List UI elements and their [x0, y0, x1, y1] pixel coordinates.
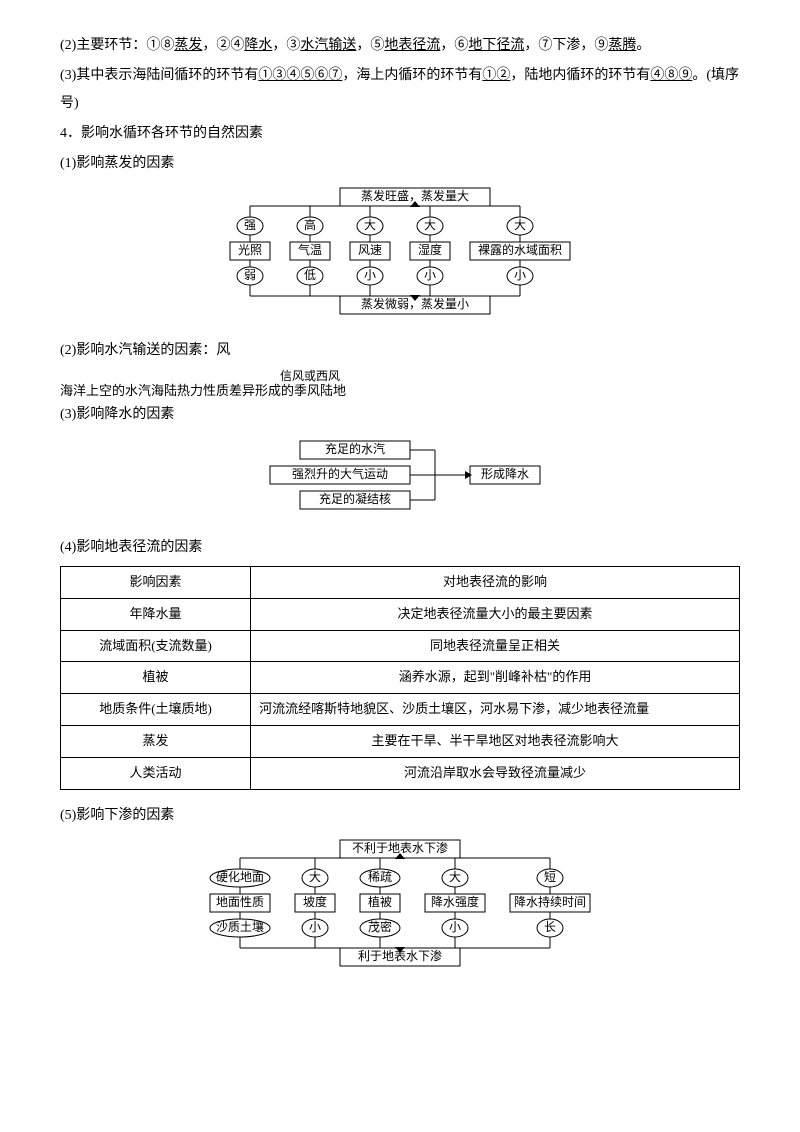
svg-text:气温: 气温 [298, 242, 322, 257]
text: ，海上内循环的环节有 [342, 68, 482, 83]
table-row: 地质条件(土壤质地)河流流经喀斯特地貌区、沙质土壤区，河水易下渗，减少地表径流量 [61, 694, 740, 726]
dia1-top: 蒸发旺盛，蒸发量大 [361, 188, 469, 203]
heading-4: 4．影响水循环各环节的自然因素 [60, 120, 740, 148]
svg-text:降水持续时间: 降水持续时间 [514, 893, 586, 908]
table-row: 年降水量决定地表径流量大小的最主要因素 [61, 598, 740, 630]
svg-text:充足的水汽: 充足的水汽 [325, 441, 385, 456]
text: ，②④ [202, 38, 244, 53]
para-4-4: (4)影响地表径流的因素 [60, 534, 740, 562]
th-factor: 影响因素 [61, 566, 251, 598]
table-row: 流域面积(支流数量)同地表径流量呈正相关 [61, 630, 740, 662]
svg-text:小: 小 [424, 268, 436, 282]
svg-text:形成降水: 形成降水 [481, 467, 529, 481]
svg-text:大: 大 [309, 869, 321, 883]
svg-text:湿度: 湿度 [418, 242, 442, 257]
text: (2)主要环节：①⑧ [60, 38, 174, 53]
para-4-3: (3)影响降水的因素 [60, 401, 740, 429]
svg-text:植被: 植被 [368, 893, 392, 908]
para-4-2: (2)影响水汽输送的因素：风 [60, 337, 740, 365]
text: ，陆地内循环的环节有 [510, 68, 650, 83]
svg-text:硬化地面: 硬化地面 [216, 869, 264, 883]
para-envelope-3: (3)其中表示海陆间循环的环节有①③④⑤⑥⑦，海上内循环的环节有①②，陆地内循环… [60, 62, 740, 118]
diagram-infiltration: 不利于地表水下渗 利于地表水下渗 硬化地面 地面性质 沙质土壤 大 坡度 小 稀… [60, 838, 740, 979]
text: ，⑥ [440, 38, 468, 53]
svg-text:光照: 光照 [238, 243, 262, 257]
underline-shuiqi: 水汽输送 [300, 38, 356, 53]
svg-text:茂密: 茂密 [368, 918, 392, 933]
table-row: 影响因素 对地表径流的影响 [61, 566, 740, 598]
text: ，⑤ [356, 38, 384, 53]
wind-main: 海洋上空的水汽海陆热力性质差异形成的季风陆地 [60, 383, 740, 399]
svg-text:强: 强 [244, 218, 256, 232]
svg-text:小: 小 [449, 919, 461, 933]
svg-text:地面性质: 地面性质 [216, 894, 264, 908]
svg-text:坡度: 坡度 [303, 893, 327, 908]
underline-jiangshui: 降水 [244, 38, 272, 53]
svg-text:裸露的水域面积: 裸露的水域面积 [478, 242, 562, 257]
underline-seq2: ①② [482, 68, 510, 83]
svg-text:强烈升的大气运动: 强烈升的大气运动 [292, 466, 388, 481]
underline-zhengteng: 蒸腾 [608, 38, 636, 53]
table-row: 植被涵养水源，起到"削峰补枯"的作用 [61, 662, 740, 694]
table-row: 人类活动河流沿岸取水会导致径流量减少 [61, 757, 740, 789]
svg-text:小: 小 [514, 268, 526, 282]
svg-text:不利于地表水下渗: 不利于地表水下渗 [352, 839, 448, 854]
table-row: 蒸发主要在干旱、半干旱地区对地表径流影响大 [61, 725, 740, 757]
compound-wind: 信风或西风 海洋上空的水汽海陆热力性质差异形成的季风陆地 [60, 369, 740, 399]
text: (3)其中表示海陆间循环的环节有 [60, 68, 258, 83]
para-4-5: (5)影响下渗的因素 [60, 802, 740, 830]
svg-text:降水强度: 降水强度 [431, 893, 479, 908]
svg-text:长: 长 [544, 919, 556, 933]
svg-text:大: 大 [424, 218, 436, 232]
svg-text:小: 小 [309, 919, 321, 933]
svg-text:小: 小 [364, 268, 376, 282]
text: ，⑦下渗，⑨ [524, 38, 608, 53]
text: ，③ [272, 38, 300, 53]
th-effect: 对地表径流的影响 [251, 566, 740, 598]
underline-zhengfa: 蒸发 [174, 38, 202, 53]
wind-top: 信风或西风 [0, 369, 740, 383]
underline-seq3: ④⑧⑨ [650, 68, 692, 83]
underline-seq1: ①③④⑤⑥⑦ [258, 68, 342, 83]
svg-text:风速: 风速 [358, 243, 382, 257]
svg-text:大: 大 [449, 869, 461, 883]
runoff-table: 影响因素 对地表径流的影响 年降水量决定地表径流量大小的最主要因素 流域面积(支… [60, 566, 740, 790]
svg-text:沙质土壤: 沙质土壤 [216, 918, 264, 933]
diagram-precip: 充足的水汽 强烈升的大气运动 充足的凝结核 形成降水 [60, 437, 740, 524]
svg-text:弱: 弱 [244, 268, 256, 282]
para-4-1: (1)影响蒸发的因素 [60, 150, 740, 178]
diagram-evaporation: 蒸发旺盛，蒸发量大 蒸发微弱，蒸发量小 强 光照 弱 高 气温 低 大 风速 小 [60, 186, 740, 327]
svg-text:大: 大 [364, 218, 376, 232]
svg-text:充足的凝结核: 充足的凝结核 [319, 491, 391, 506]
svg-text:短: 短 [544, 869, 556, 883]
svg-text:高: 高 [304, 217, 316, 232]
para-envelope-2: (2)主要环节：①⑧蒸发，②④降水，③水汽输送，⑤地表径流，⑥地下径流，⑦下渗，… [60, 32, 740, 60]
svg-text:低: 低 [304, 268, 316, 282]
underline-dibiao: 地表径流 [384, 38, 440, 53]
svg-text:稀疏: 稀疏 [368, 868, 392, 883]
svg-text:大: 大 [514, 218, 526, 232]
underline-dixia: 地下径流 [468, 38, 524, 53]
text: 。 [636, 38, 650, 53]
